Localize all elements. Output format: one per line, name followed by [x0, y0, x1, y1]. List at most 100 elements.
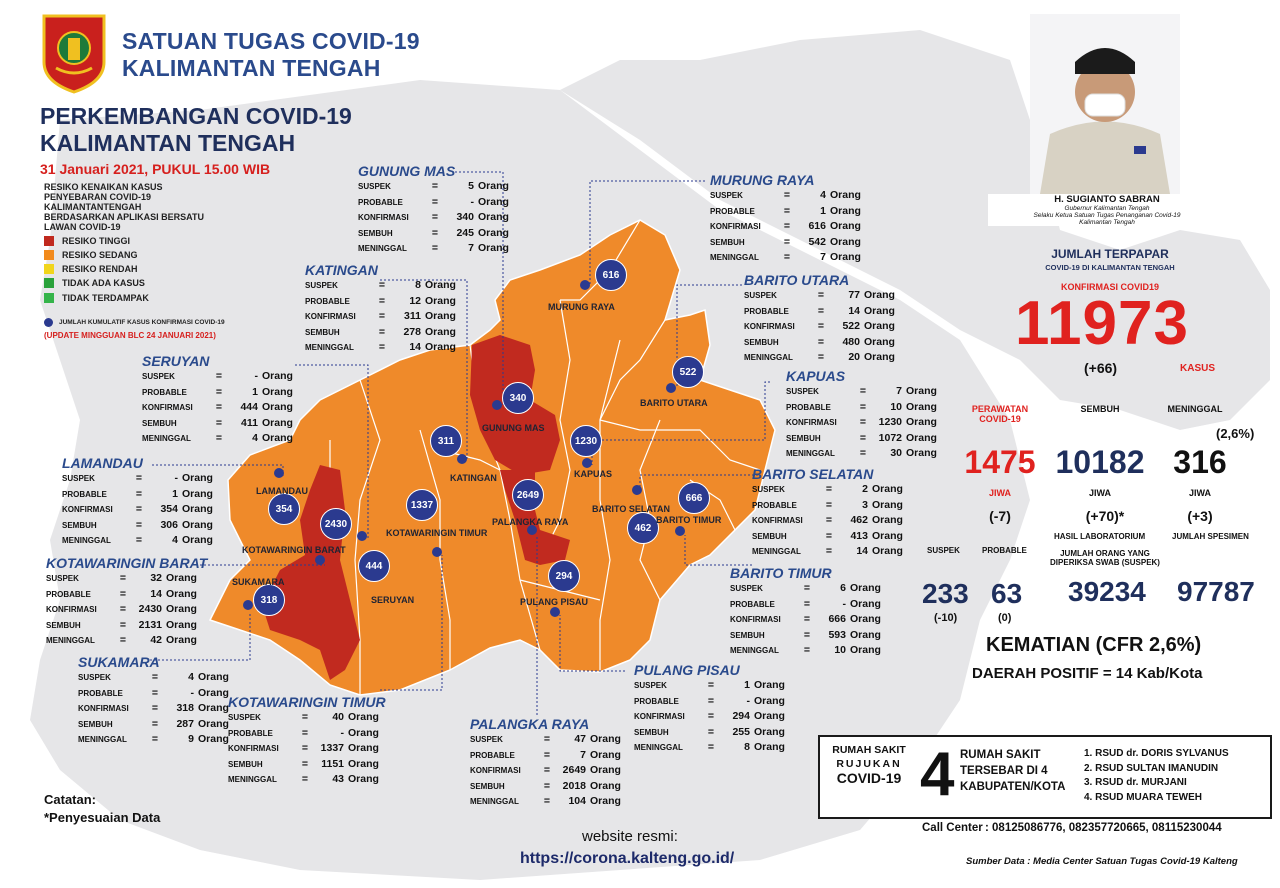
probable-delta: (0) — [998, 612, 1012, 624]
stat-value: - — [470, 195, 475, 208]
stat-eq: = — [431, 242, 439, 254]
swab-label: JUMLAH ORANG YANG DIPERIKSA SWAB (SUSPEK… — [1040, 549, 1170, 567]
governor-name: H. SUGIANTO SABRAN — [1054, 194, 1160, 205]
stat-label: SEMBUH — [228, 759, 263, 769]
stat-label: MENINGGAL — [228, 775, 277, 784]
stat-value: 1 — [252, 385, 258, 398]
region-block: KATINGAN SUSPEK = 8 Orang PROBABLE = 12 Orang KON… — [305, 262, 456, 356]
stat-eq: = — [783, 220, 791, 232]
legend-swatch — [44, 264, 54, 274]
stat-eq: = — [151, 686, 159, 699]
stat-value: 340 — [456, 211, 474, 223]
stat-value: 1151 — [321, 757, 344, 770]
region-pin-icon — [582, 458, 592, 468]
map-region-name: MURUNG RAYA — [548, 302, 615, 312]
stat-label: KONFIRMASI — [142, 403, 193, 412]
stat-eq: = — [135, 472, 143, 484]
stat-unit: Orang — [864, 289, 895, 301]
sembuh-jiwa: JIWA — [1088, 488, 1111, 498]
stat-value: 7 — [468, 242, 474, 254]
stat-unit: Orang — [478, 211, 509, 223]
stat-row-suspek: SUSPEK = 40 Orang — [228, 710, 386, 726]
region-block: KOTAWARINGIN TIMUR SUSPEK = 40 Orang PROBABLE… — [228, 694, 386, 788]
stat-row-meninggal: MENINGGAL = 4 Orang — [142, 431, 293, 447]
stat-eq: = — [783, 251, 791, 263]
stat-unit: Orang — [872, 514, 903, 526]
title-line-2: KALIMANTAN TENGAH — [40, 130, 296, 156]
stat-value: 1 — [744, 679, 750, 691]
stat-row-konfirmasi: KONFIRMASI = 462 Orang — [752, 513, 903, 529]
stat-unit: Orang — [262, 432, 293, 444]
stat-value: 9 — [188, 733, 194, 745]
map-region-name: KATINGAN — [450, 473, 497, 483]
stat-row-suspek: SUSPEK = 32 Orang — [46, 571, 207, 587]
stat-row-sembuh: SEMBUH = 2131 Orang — [46, 618, 207, 634]
stat-eq: = — [119, 572, 127, 584]
data-source: Sumber Data : Media Center Satuan Tugas … — [966, 856, 1238, 867]
stat-unit: Orang — [198, 717, 229, 730]
call-center-numbers[interactable]: : 08125086776, 082357720665, 08115230044 — [985, 822, 1222, 834]
stat-unit: Orang — [425, 279, 456, 291]
legend-dot-item: JUMLAH KUMULATIF KASUS KONFIRMASI COVID-… — [44, 318, 225, 327]
governor-title-2: Selaku Ketua Satuan Tugas Penanganan Cov… — [1033, 212, 1181, 219]
case-count-marker: 2649 — [512, 479, 544, 511]
stat-row-konfirmasi: KONFIRMASI = 1337 Orang — [228, 741, 386, 757]
org-line-1: SATUAN TUGAS COVID-19 — [122, 28, 420, 54]
governor-title-1: Gubernur Kalimantan Tengah — [1064, 205, 1150, 212]
website-link[interactable]: https://corona.kalteng.go.id/ — [520, 850, 735, 867]
stat-label: PROBABLE — [744, 306, 789, 316]
stat-unit: Orang — [590, 748, 621, 761]
stat-unit: Orang — [754, 741, 785, 753]
stat-unit: Orang — [166, 587, 197, 600]
case-count-marker: 616 — [595, 259, 627, 291]
stat-unit: Orang — [906, 447, 937, 459]
stat-unit: Orang — [754, 694, 785, 707]
stat-unit: Orang — [262, 370, 293, 382]
stat-eq: = — [135, 534, 143, 546]
stat-label: SEMBUH — [730, 630, 765, 640]
stat-eq: = — [151, 717, 159, 730]
stat-row-sembuh: SEMBUH = 2018 Orang — [470, 779, 621, 795]
stat-label: PROBABLE — [46, 589, 91, 599]
konfirmasi-total: 11973 — [1015, 289, 1189, 358]
legend-swatch — [44, 236, 54, 246]
stat-row-konfirmasi: KONFIRMASI = 294 Orang — [634, 709, 785, 725]
legend-label: TIDAK TERDAMPAK — [62, 293, 149, 303]
stat-row-konfirmasi: KONFIRMASI = 616 Orang — [710, 219, 861, 235]
governor-title-3: Kalimantan Tengah — [1079, 219, 1135, 226]
stat-row-suspek: SUSPEK = 6 Orang — [730, 581, 881, 597]
stat-row-suspek: SUSPEK = 4 Orang — [710, 188, 861, 204]
suspek-value: 233 — [922, 578, 969, 609]
stat-value: 32 — [150, 572, 162, 584]
stat-eq: = — [803, 597, 811, 610]
stat-label: KONFIRMASI — [634, 712, 685, 721]
stat-row-suspek: SUSPEK = 5 Orang — [358, 179, 509, 195]
stat-unit: Orang — [864, 320, 895, 332]
stat-unit: Orang — [198, 733, 229, 745]
stat-unit: Orang — [262, 385, 293, 398]
map-region-name: SERUYAN — [371, 595, 415, 605]
stat-row-probable: PROBABLE = 1 Orang — [710, 204, 861, 220]
stat-unit: Orang — [198, 702, 229, 714]
hospital-label-3: COVID-19 — [836, 770, 902, 786]
stat-eq: = — [135, 518, 143, 531]
swab-label-1: JUMLAH ORANG YANG — [1060, 549, 1150, 558]
stat-label: KONFIRMASI — [786, 418, 837, 427]
sembuh-value: 10182 — [1055, 444, 1145, 480]
meninggal-label: MENINGGAL — [1167, 404, 1223, 414]
stat-row-konfirmasi: KONFIRMASI = 340 Orang — [358, 210, 509, 226]
stat-eq: = — [859, 416, 867, 428]
stat-unit: Orang — [425, 341, 456, 353]
stat-eq: = — [215, 385, 223, 398]
stat-value: 593 — [828, 628, 846, 641]
stat-row-sembuh: SEMBUH = 306 Orang — [62, 518, 213, 534]
stat-value: 30 — [890, 447, 902, 459]
stat-eq: = — [215, 370, 223, 382]
stat-value: 245 — [456, 226, 474, 239]
stat-label: MENINGGAL — [710, 253, 759, 262]
region-title: BARITO SELATAN — [752, 466, 874, 482]
summary-title: JUMLAH TERPAPAR — [1051, 247, 1169, 261]
stat-row-sembuh: SEMBUH = 287 Orang — [78, 717, 229, 733]
stat-label: SUSPEK — [730, 584, 763, 593]
region-pin-icon — [666, 383, 676, 393]
